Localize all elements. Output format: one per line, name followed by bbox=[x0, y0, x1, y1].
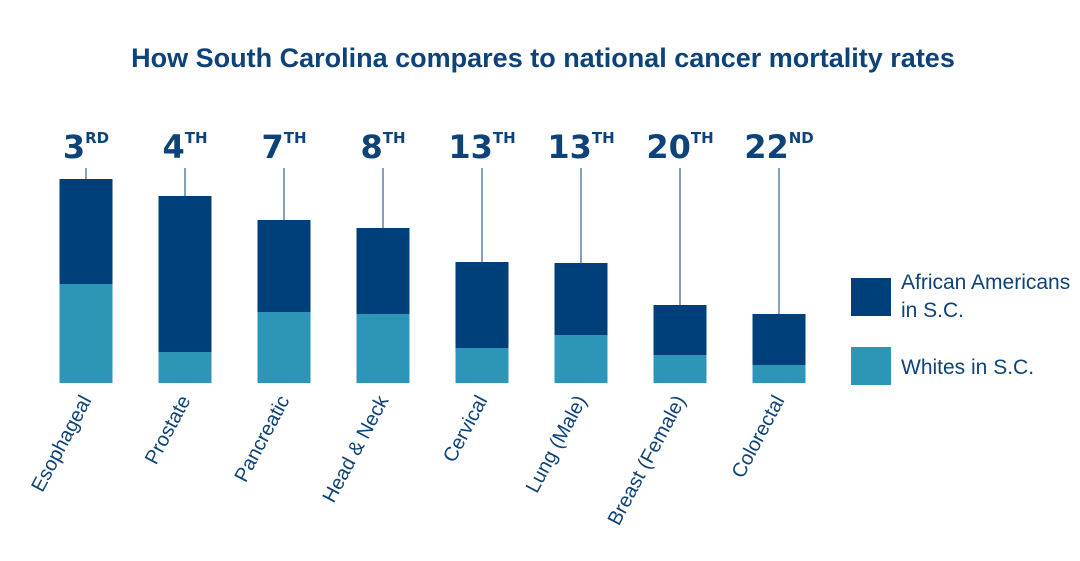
legend-swatch bbox=[851, 347, 891, 385]
bar-whites bbox=[59, 284, 113, 383]
bar-whites bbox=[455, 348, 509, 383]
bar-whites bbox=[257, 312, 311, 383]
bar-african-americans bbox=[59, 179, 113, 284]
category-label: Colorectal bbox=[728, 392, 790, 482]
bar-african-americans bbox=[653, 305, 707, 355]
bar-african-americans bbox=[554, 263, 608, 335]
bar-whites bbox=[356, 314, 410, 383]
bar-whites bbox=[554, 335, 608, 383]
rank-label: 7TH bbox=[261, 128, 306, 166]
rank-label: 22ND bbox=[744, 128, 814, 166]
rank-label: 4TH bbox=[162, 128, 207, 166]
chart-title: How South Carolina compares to national … bbox=[131, 43, 955, 73]
bar-african-americans bbox=[752, 314, 806, 365]
legend-label: in S.C. bbox=[901, 299, 964, 322]
category-label: Head & Neck bbox=[319, 391, 394, 506]
legend-label: Whites in S.C. bbox=[901, 356, 1034, 379]
rank-label: 13TH bbox=[547, 128, 614, 166]
category-label: Lung (Male) bbox=[522, 392, 592, 497]
category-label: Esophageal bbox=[27, 392, 96, 496]
rank-label: 3RD bbox=[63, 128, 109, 166]
bar-african-americans bbox=[257, 220, 311, 312]
category-label: Prostate bbox=[141, 392, 195, 468]
legend: African Americans in S.C. Whites in S.C. bbox=[851, 271, 1070, 385]
legend-label: African Americans bbox=[901, 271, 1070, 294]
rank-label: 13TH bbox=[448, 128, 515, 166]
category-labels: Esophageal Prostate Pancreatic Head & Neck C… bbox=[27, 391, 789, 529]
bar-african-americans bbox=[356, 228, 410, 314]
bar-african-americans bbox=[455, 262, 509, 348]
bar-whites bbox=[158, 352, 212, 383]
bar-whites bbox=[653, 355, 707, 383]
category-label: Breast (Female) bbox=[604, 392, 691, 529]
rank-labels: 3RD 4TH 7TH 8TH 13TH 13TH 20TH 22ND bbox=[63, 128, 814, 166]
bar-whites bbox=[752, 365, 806, 383]
rank-label: 8TH bbox=[360, 128, 405, 166]
category-label: Cervical bbox=[439, 392, 492, 466]
rank-leader-lines bbox=[85, 168, 780, 314]
category-label: Pancreatic bbox=[231, 392, 295, 486]
bar-african-americans bbox=[158, 196, 212, 352]
legend-swatch bbox=[851, 278, 891, 316]
rank-label: 20TH bbox=[646, 128, 713, 166]
bars bbox=[59, 179, 806, 383]
